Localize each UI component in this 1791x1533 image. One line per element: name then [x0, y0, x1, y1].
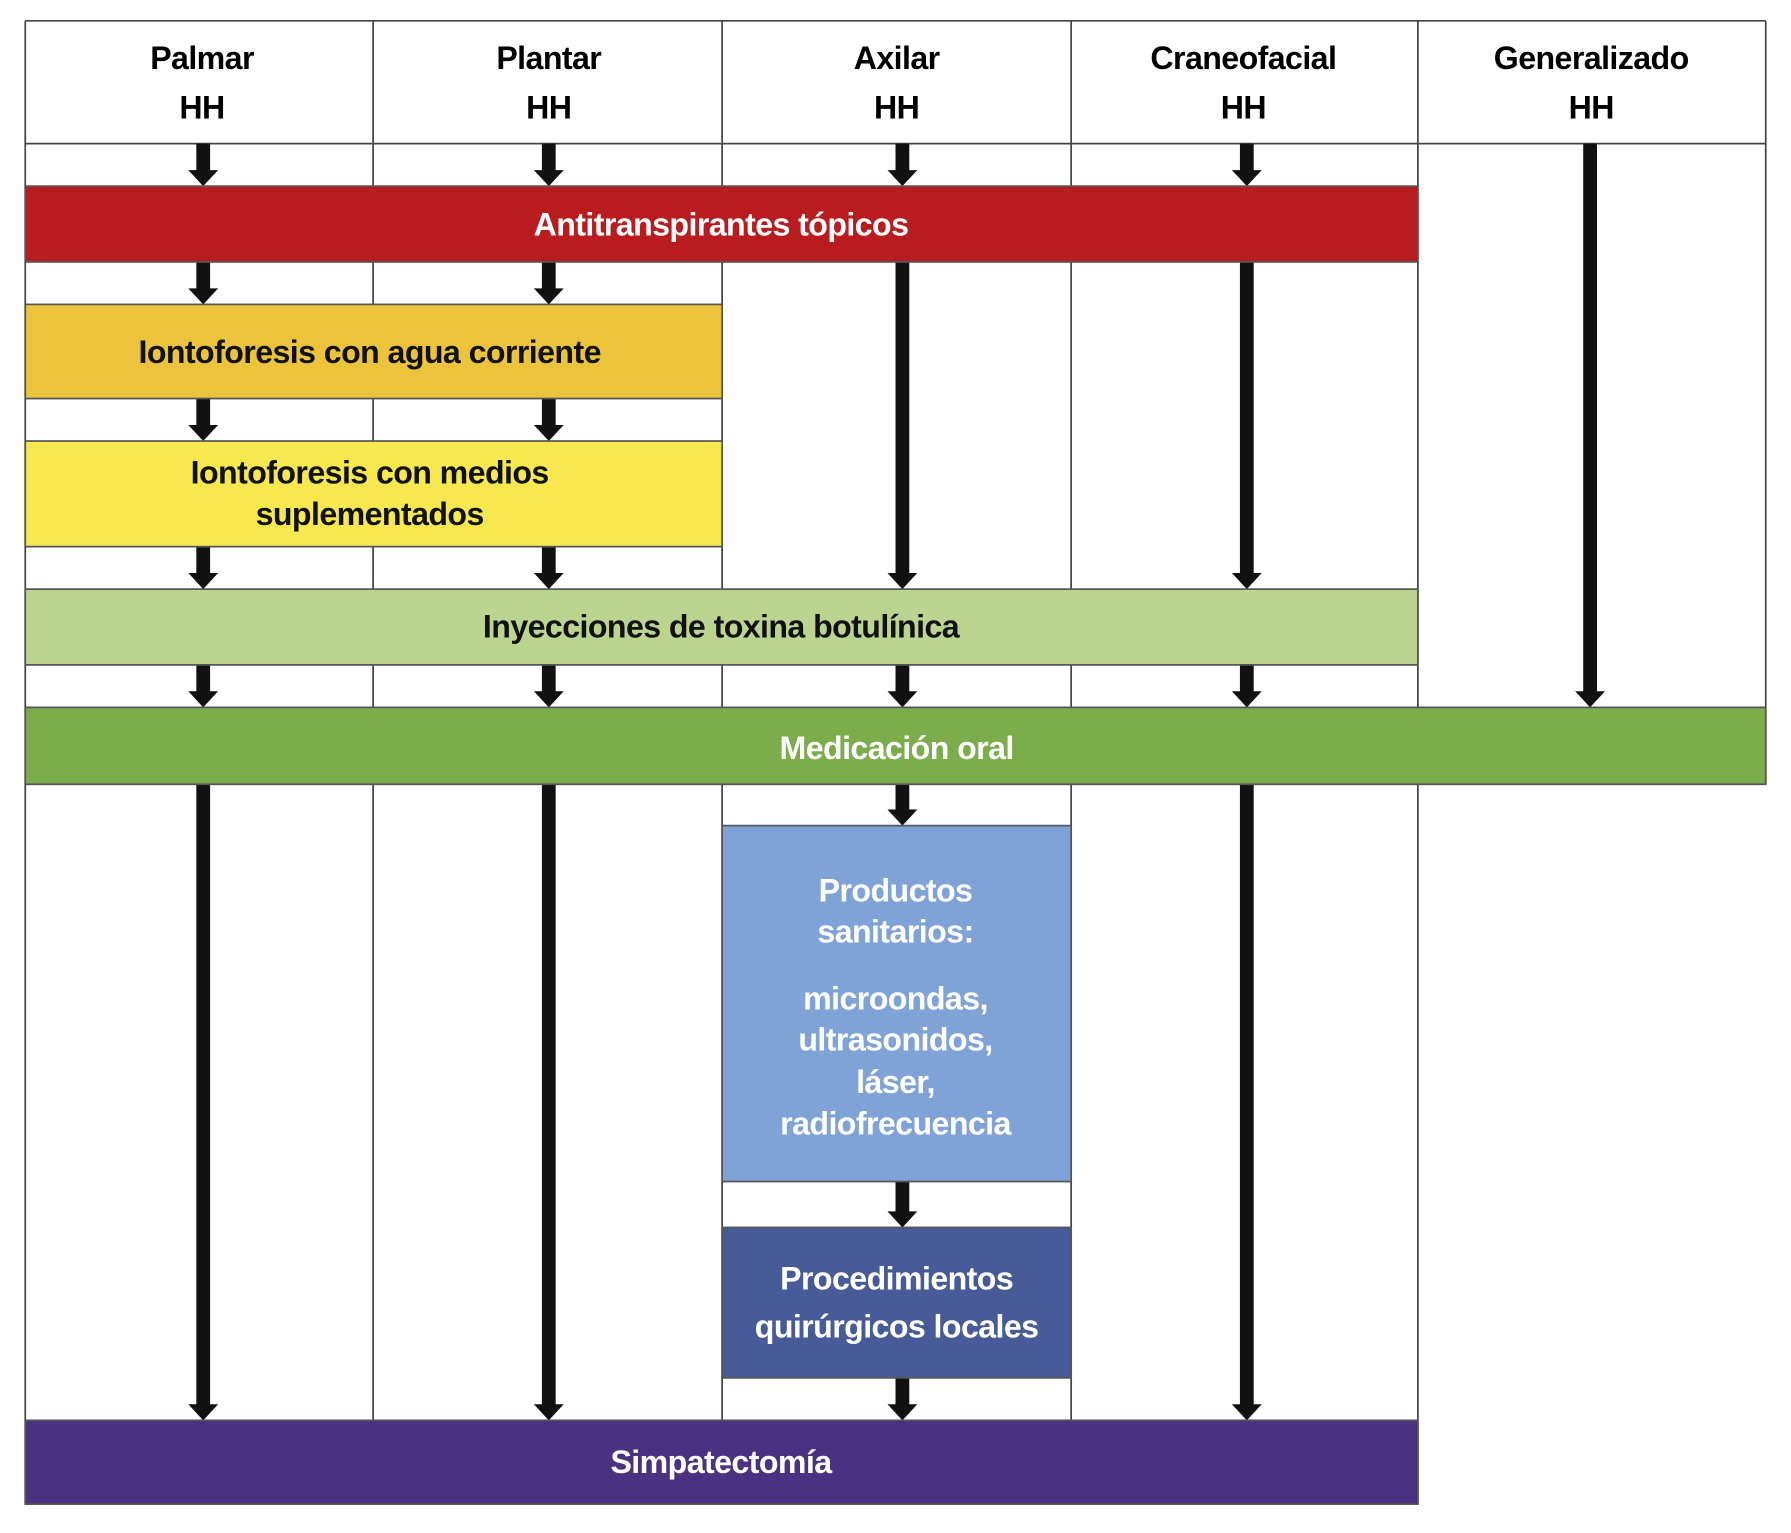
header-generalizado-line1: Generalizado [1494, 40, 1689, 76]
arrow-down-icon [188, 143, 219, 187]
arrow-down-icon [1231, 664, 1262, 708]
medicacion-label: Medicación oral [780, 730, 1014, 766]
column-headers: Palmar HH Plantar HH Axilar HH Craneofac… [150, 40, 1689, 125]
medicacion-box [24, 706, 1767, 786]
arrow-down-icon [533, 261, 564, 305]
arrow-down-icon [533, 546, 564, 590]
productos-box [721, 824, 1073, 1183]
arrow-down-icon [188, 546, 219, 590]
header-axilar-line1: Axilar [854, 40, 941, 76]
toxina-label: Inyecciones de toxina botulínica [483, 608, 961, 644]
procedimientos-line2: quirúrgicos locales [755, 1309, 1039, 1345]
productos-line2: sanitarios: [817, 914, 973, 950]
step-toxina: Inyecciones de toxina botulínica [24, 588, 1419, 666]
header-plantar-line1: Plantar [496, 40, 602, 76]
productos-line3: microondas, [803, 980, 988, 1016]
step-productos: Productos sanitarios: microondas, ultras… [721, 824, 1073, 1183]
iontoforesis-medios-box [24, 440, 724, 548]
arrow-down-icon [887, 784, 918, 826]
step-antitranspirantes: Antitranspirantes tópicos [24, 185, 1419, 263]
header-plantar-line2: HH [526, 89, 571, 125]
toxina-box [24, 588, 1419, 666]
iontoforesis-agua-label: Iontoforesis con agua corriente [138, 334, 600, 370]
arrow-down-icon [1575, 143, 1606, 708]
antitranspirantes-box [24, 185, 1419, 263]
arrow-down-icon [1231, 261, 1262, 590]
arrow-down-icon [533, 398, 564, 442]
step-simpatectomia: Simpatectomía [24, 1419, 1419, 1506]
step-iontoforesis-medios: Iontoforesis con medios suplementados [24, 440, 724, 548]
iontoforesis-agua-box [24, 303, 724, 400]
arrow-down-icon [887, 1181, 918, 1228]
procedimientos-line1: Procedimientos [780, 1260, 1013, 1296]
arrow-down-icon [887, 143, 918, 187]
antitranspirantes-label: Antitranspirantes tópicos [534, 207, 909, 243]
arrow-down-icon [188, 784, 219, 1421]
arrow-down-icon [533, 664, 564, 708]
arrow-down-icon [1231, 784, 1262, 1421]
header-generalizado-line2: HH [1569, 89, 1614, 125]
step-procedimientos: Procedimientos quirúrgicos locales [721, 1226, 1073, 1379]
arrow-down-icon [533, 784, 564, 1421]
arrow-down-icon [533, 143, 564, 187]
productos-line6: radiofrecuencia [780, 1105, 1012, 1141]
arrow-down-icon [1231, 143, 1262, 187]
header-palmar-line2: HH [179, 89, 224, 125]
simpatectomia-box [24, 1419, 1419, 1506]
simpatectomia-label: Simpatectomía [610, 1444, 833, 1480]
header-craneofacial-line1: Craneofacial [1150, 40, 1336, 76]
header-craneofacial-line2: HH [1221, 89, 1266, 125]
procedimientos-box [721, 1226, 1073, 1379]
iontoforesis-medios-line2: suplementados [256, 496, 484, 532]
arrow-down-icon [188, 261, 219, 305]
header-palmar-line1: Palmar [150, 40, 255, 76]
step-medicacion: Medicación oral [24, 706, 1767, 786]
header-axilar-line2: HH [874, 89, 919, 125]
arrow-down-icon [188, 664, 219, 708]
arrow-down-icon [887, 261, 918, 590]
arrow-down-icon [887, 1377, 918, 1421]
arrow-down-icon [188, 398, 219, 442]
iontoforesis-medios-line1: Iontoforesis con medios [191, 454, 549, 490]
productos-line4: ultrasonidos, [798, 1022, 992, 1058]
arrow-down-icon [887, 664, 918, 708]
productos-line5: láser, [856, 1064, 935, 1100]
step-iontoforesis-agua: Iontoforesis con agua corriente [24, 303, 724, 400]
flow-arrows [188, 143, 1606, 1421]
productos-line1: Productos [819, 872, 973, 908]
